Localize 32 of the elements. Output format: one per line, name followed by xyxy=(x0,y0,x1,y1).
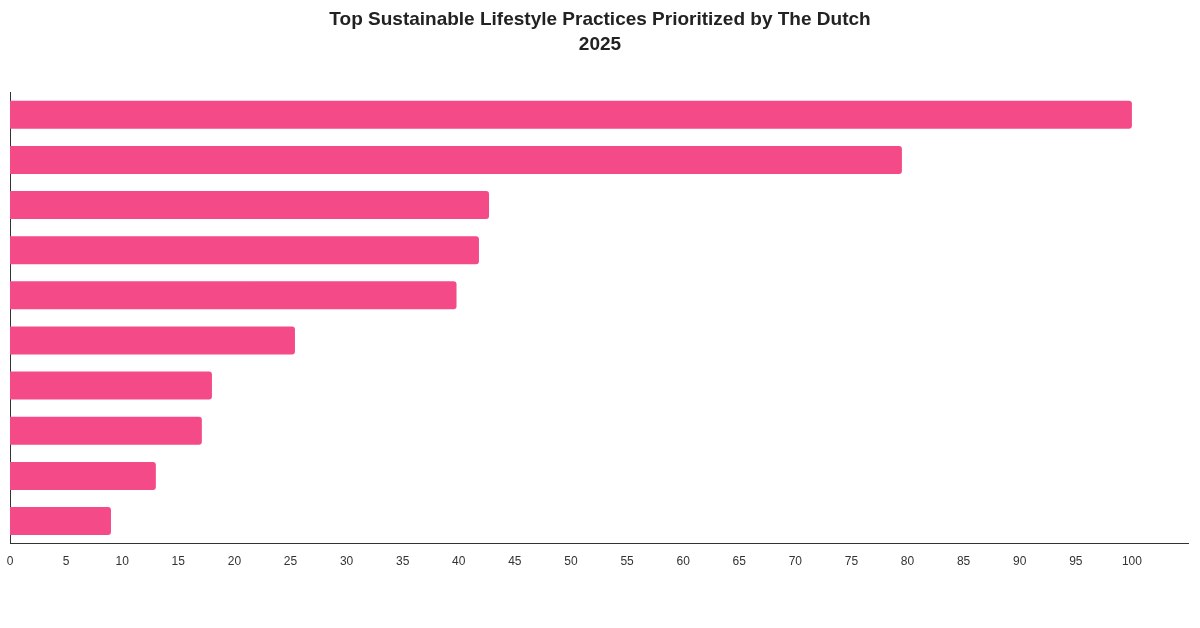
x-tick-label: 15 xyxy=(171,554,186,569)
bar xyxy=(10,461,156,490)
bar xyxy=(10,145,902,174)
x-tick-label: 30 xyxy=(339,554,354,569)
x-tick-label: 60 xyxy=(676,554,691,569)
bar xyxy=(10,100,1132,129)
x-tick-label: 65 xyxy=(732,554,747,569)
x-tick-label: 75 xyxy=(844,554,859,569)
x-tick-label: 85 xyxy=(956,554,971,569)
bar xyxy=(10,236,479,265)
x-tick-label: 35 xyxy=(395,554,410,569)
bar xyxy=(10,416,202,445)
bar xyxy=(10,281,457,310)
x-tick-label: 95 xyxy=(1069,554,1083,569)
x-tick-label: 0 xyxy=(6,554,14,569)
bar xyxy=(10,507,111,536)
x-tick-label: 50 xyxy=(564,554,578,569)
x-tick-label: 80 xyxy=(900,554,915,569)
x-tick-label: 10 xyxy=(115,554,130,569)
x-tick-label: 5 xyxy=(62,554,70,569)
x-tick-label: 40 xyxy=(452,554,466,569)
x-tick-label: 100 xyxy=(1121,554,1143,569)
bar xyxy=(10,371,212,400)
x-tick-label: 55 xyxy=(620,554,635,569)
bar xyxy=(10,191,490,220)
x-tick-label: 45 xyxy=(508,554,522,569)
x-tick-label: 70 xyxy=(788,554,803,569)
x-tick-label: 20 xyxy=(227,554,242,569)
chart-title: Top Sustainable Lifestyle Practices Prioritized by The Dutch 2025 xyxy=(328,7,872,56)
x-tick-label: 90 xyxy=(1013,554,1027,569)
bar xyxy=(10,326,295,355)
x-tick-label: 25 xyxy=(283,554,298,569)
